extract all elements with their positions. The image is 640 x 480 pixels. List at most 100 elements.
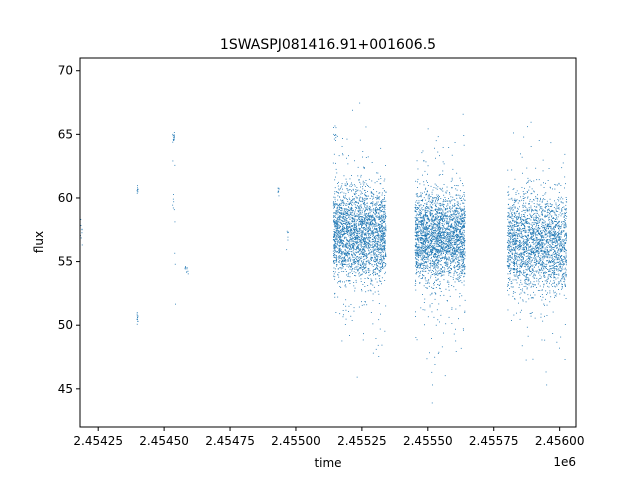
data-point [459, 230, 460, 232]
data-point [437, 262, 439, 264]
data-point [376, 211, 378, 213]
data-point [346, 218, 348, 219]
data-point [439, 251, 441, 253]
data-point [184, 267, 186, 269]
data-point [136, 315, 138, 317]
data-point [461, 234, 462, 236]
data-point [382, 216, 384, 218]
data-point [438, 203, 440, 205]
data-point [384, 240, 386, 242]
data-point [432, 223, 434, 225]
data-point [436, 243, 438, 245]
data-point [339, 209, 340, 210]
data-point [342, 257, 344, 259]
data-point [343, 216, 345, 218]
data-point [379, 247, 381, 249]
data-point [364, 219, 365, 221]
data-point [349, 237, 351, 239]
data-point [452, 276, 454, 278]
data-point [352, 256, 354, 258]
data-point [443, 204, 445, 206]
data-point [80, 225, 82, 226]
data-point [454, 203, 456, 205]
data-point [378, 223, 380, 225]
data-point [371, 244, 373, 246]
data-point [346, 251, 348, 253]
data-point [379, 242, 381, 244]
data-point [429, 219, 431, 221]
data-point [337, 214, 339, 216]
data-point [362, 216, 364, 217]
data-point [353, 235, 355, 236]
data-point [384, 236, 386, 237]
data-point [430, 213, 432, 215]
data-point [436, 246, 438, 248]
data-point [362, 180, 364, 182]
data-point [351, 255, 353, 257]
data-point [363, 239, 365, 241]
data-point [421, 243, 423, 245]
data-point [378, 197, 380, 199]
data-point [375, 208, 376, 210]
data-point [363, 166, 364, 168]
data-point [437, 254, 439, 256]
data-point [424, 228, 426, 230]
data-point [438, 174, 440, 176]
data-point [461, 266, 463, 268]
data-point [427, 272, 429, 274]
data-point [440, 248, 441, 250]
data-point [136, 323, 138, 325]
data-point [344, 214, 346, 215]
data-point [381, 206, 383, 208]
data-point [417, 207, 418, 209]
data-point [357, 175, 359, 177]
data-point [379, 238, 381, 240]
data-point [353, 259, 355, 260]
data-point [345, 255, 347, 257]
data-point [373, 260, 375, 262]
data-point [459, 197, 461, 199]
data-point [378, 229, 380, 231]
data-point [420, 212, 422, 213]
data-point [335, 234, 337, 236]
data-point [446, 207, 448, 209]
data-point [354, 241, 356, 243]
data-point [341, 261, 342, 263]
data-point [379, 215, 380, 217]
data-point [430, 258, 432, 259]
data-point [358, 224, 360, 226]
data-point [365, 186, 366, 187]
data-point [349, 236, 351, 238]
data-point [423, 267, 425, 269]
data-point [374, 219, 376, 221]
data-point [366, 208, 368, 210]
data-point [338, 237, 340, 238]
data-point [445, 247, 447, 249]
data-point [458, 260, 459, 262]
data-point [343, 303, 344, 305]
data-point [379, 207, 380, 208]
data-point [339, 251, 340, 253]
data-point [361, 246, 363, 248]
data-point [353, 230, 355, 232]
data-point [343, 216, 344, 217]
data-point [423, 229, 425, 231]
data-point [368, 250, 370, 252]
data-point [434, 260, 436, 262]
data-point [333, 245, 335, 247]
data-point [453, 286, 455, 288]
data-point [343, 212, 345, 213]
data-point [464, 220, 466, 222]
data-point [443, 246, 445, 248]
data-point [341, 208, 343, 209]
data-point [173, 136, 175, 138]
data-point [355, 256, 357, 258]
data-point [461, 209, 463, 211]
data-point [341, 259, 343, 261]
data-point [341, 262, 342, 264]
data-point [452, 216, 454, 217]
data-point [461, 241, 463, 243]
data-point [429, 267, 431, 269]
data-point [428, 282, 430, 284]
data-point [351, 220, 353, 222]
